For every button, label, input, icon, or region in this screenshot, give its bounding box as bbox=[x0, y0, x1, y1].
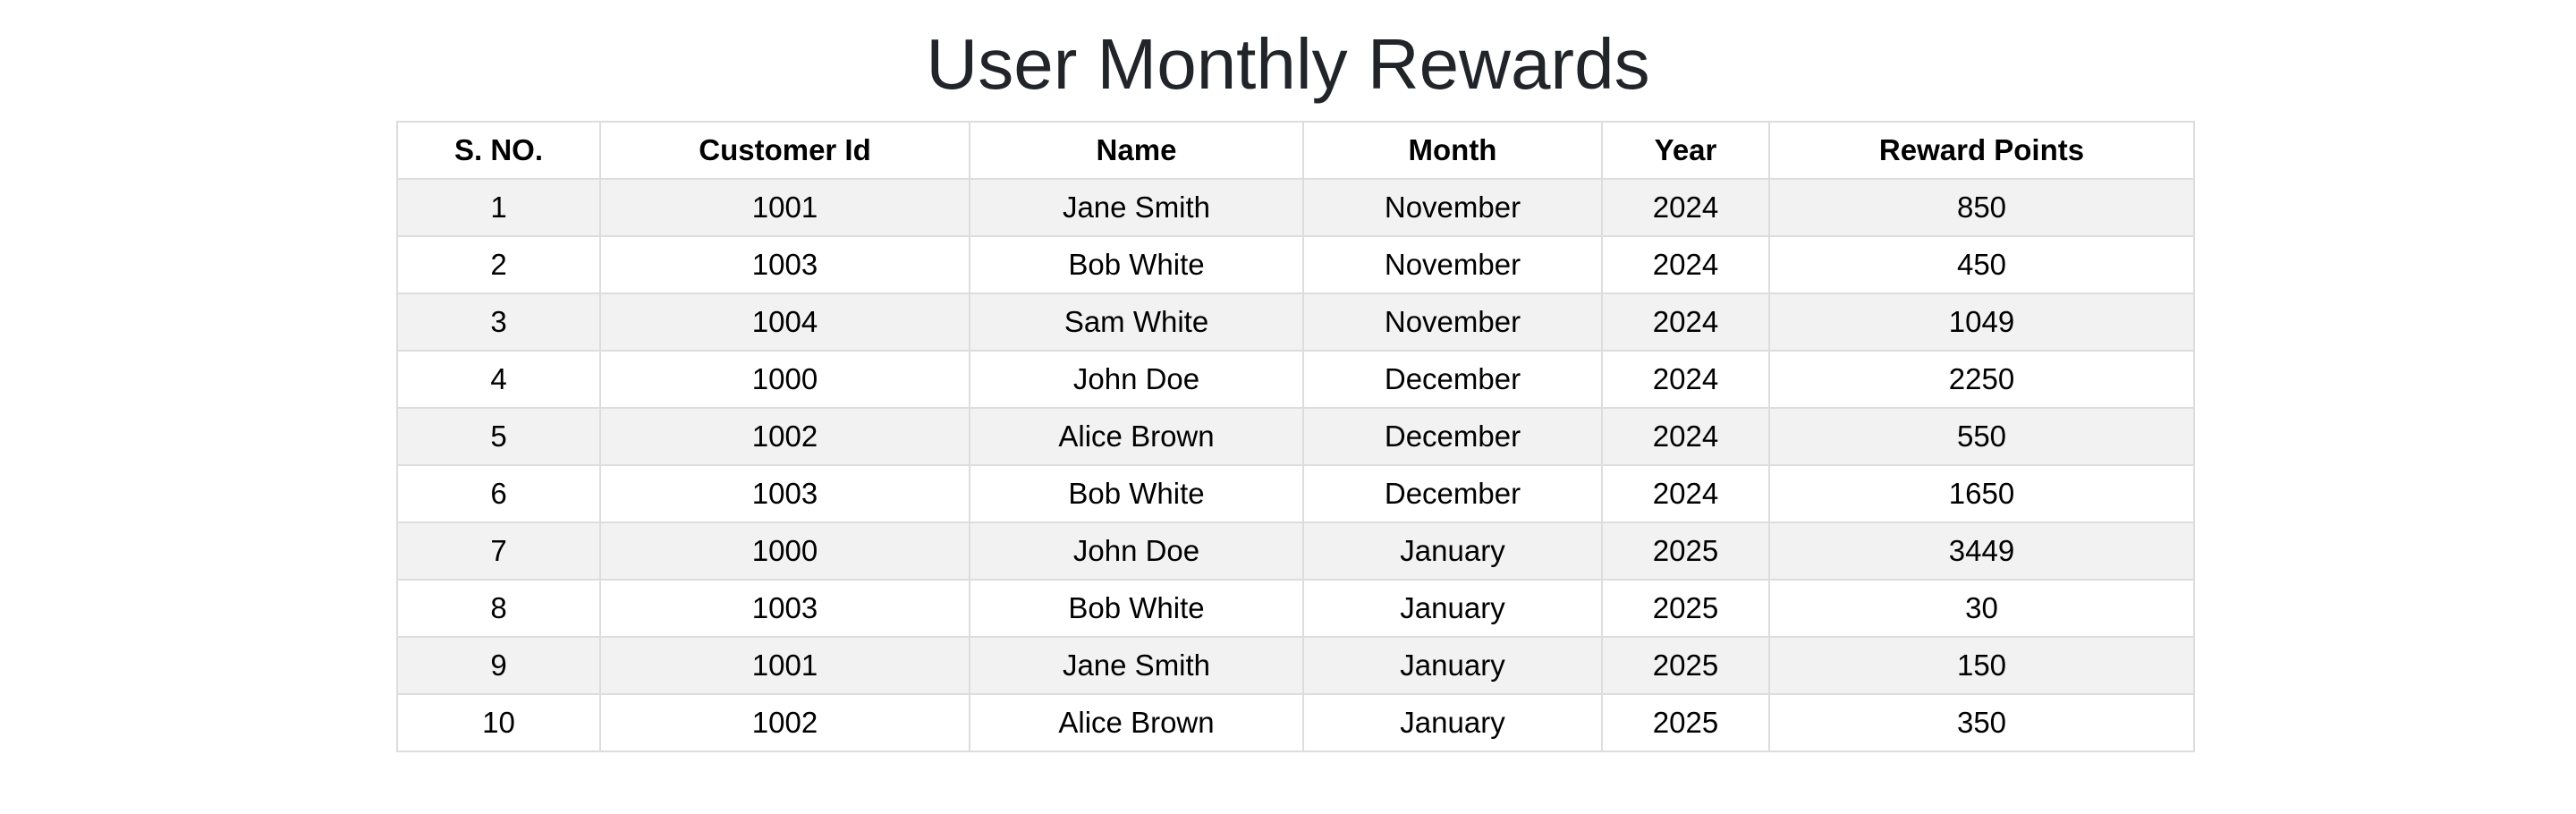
cell-reward-points: 3449 bbox=[1768, 521, 2195, 581]
cell-customer-id: 1002 bbox=[599, 407, 970, 466]
column-header-serial-no: S. NO. bbox=[396, 121, 601, 180]
cell-reward-points: 1049 bbox=[1768, 293, 2195, 352]
rewards-table: S. NO. Customer Id Name Month Year Rewar… bbox=[396, 121, 2195, 752]
cell-reward-points: 550 bbox=[1768, 407, 2195, 466]
cell-reward-points: 850 bbox=[1768, 178, 2195, 237]
cell-name: Bob White bbox=[969, 579, 1304, 638]
cell-reward-points: 350 bbox=[1768, 693, 2195, 752]
cell-serial-no: 1 bbox=[396, 178, 601, 237]
cell-name: Sam White bbox=[969, 293, 1304, 352]
table-row: 7 1000 John Doe January 2025 3449 bbox=[396, 521, 2195, 581]
cell-month: December bbox=[1302, 350, 1603, 409]
cell-customer-id: 1003 bbox=[599, 579, 970, 638]
column-header-name: Name bbox=[969, 121, 1304, 180]
cell-name: Alice Brown bbox=[969, 407, 1304, 466]
table-row: 2 1003 Bob White November 2024 450 bbox=[396, 235, 2195, 294]
cell-reward-points: 1650 bbox=[1768, 464, 2195, 523]
table-row: 4 1000 John Doe December 2024 2250 bbox=[396, 350, 2195, 409]
cell-month: November bbox=[1302, 178, 1603, 237]
cell-year: 2024 bbox=[1601, 293, 1770, 352]
cell-month: November bbox=[1302, 293, 1603, 352]
table-row: 5 1002 Alice Brown December 2024 550 bbox=[396, 407, 2195, 466]
cell-serial-no: 2 bbox=[396, 235, 601, 294]
column-header-month: Month bbox=[1302, 121, 1603, 180]
cell-name: Jane Smith bbox=[969, 178, 1304, 237]
cell-serial-no: 9 bbox=[396, 636, 601, 695]
cell-month: December bbox=[1302, 464, 1603, 523]
cell-serial-no: 8 bbox=[396, 579, 601, 638]
cell-year: 2024 bbox=[1601, 407, 1770, 466]
table-header: S. NO. Customer Id Name Month Year Rewar… bbox=[396, 121, 2195, 180]
table-body: 1 1001 Jane Smith November 2024 850 2 10… bbox=[396, 178, 2195, 752]
cell-reward-points: 30 bbox=[1768, 579, 2195, 638]
table-row: 9 1001 Jane Smith January 2025 150 bbox=[396, 636, 2195, 695]
cell-month: December bbox=[1302, 407, 1603, 466]
cell-year: 2025 bbox=[1601, 636, 1770, 695]
cell-customer-id: 1002 bbox=[599, 693, 970, 752]
cell-reward-points: 450 bbox=[1768, 235, 2195, 294]
cell-reward-points: 2250 bbox=[1768, 350, 2195, 409]
cell-serial-no: 5 bbox=[396, 407, 601, 466]
cell-customer-id: 1000 bbox=[599, 521, 970, 581]
cell-year: 2025 bbox=[1601, 693, 1770, 752]
cell-year: 2024 bbox=[1601, 464, 1770, 523]
column-header-customer-id: Customer Id bbox=[599, 121, 970, 180]
cell-year: 2025 bbox=[1601, 579, 1770, 638]
table-row: 10 1002 Alice Brown January 2025 350 bbox=[396, 693, 2195, 752]
cell-year: 2024 bbox=[1601, 178, 1770, 237]
table-row: 8 1003 Bob White January 2025 30 bbox=[396, 579, 2195, 638]
header-row: S. NO. Customer Id Name Month Year Rewar… bbox=[396, 121, 2195, 180]
column-header-year: Year bbox=[1601, 121, 1770, 180]
cell-serial-no: 4 bbox=[396, 350, 601, 409]
cell-customer-id: 1001 bbox=[599, 636, 970, 695]
cell-month: January bbox=[1302, 579, 1603, 638]
cell-serial-no: 10 bbox=[396, 693, 601, 752]
cell-name: Alice Brown bbox=[969, 693, 1304, 752]
cell-month: November bbox=[1302, 235, 1603, 294]
cell-month: January bbox=[1302, 693, 1603, 752]
cell-name: Bob White bbox=[969, 235, 1304, 294]
page-title: User Monthly Rewards bbox=[926, 24, 1650, 104]
cell-customer-id: 1001 bbox=[599, 178, 970, 237]
cell-year: 2024 bbox=[1601, 235, 1770, 294]
cell-serial-no: 6 bbox=[396, 464, 601, 523]
cell-customer-id: 1003 bbox=[599, 235, 970, 294]
cell-serial-no: 3 bbox=[396, 293, 601, 352]
table-row: 1 1001 Jane Smith November 2024 850 bbox=[396, 178, 2195, 237]
cell-name: Jane Smith bbox=[969, 636, 1304, 695]
column-header-reward-points: Reward Points bbox=[1768, 121, 2195, 180]
table-row: 3 1004 Sam White November 2024 1049 bbox=[396, 293, 2195, 352]
cell-month: January bbox=[1302, 636, 1603, 695]
cell-name: John Doe bbox=[969, 350, 1304, 409]
cell-reward-points: 150 bbox=[1768, 636, 2195, 695]
cell-year: 2025 bbox=[1601, 521, 1770, 581]
cell-month: January bbox=[1302, 521, 1603, 581]
cell-serial-no: 7 bbox=[396, 521, 601, 581]
cell-customer-id: 1004 bbox=[599, 293, 970, 352]
cell-customer-id: 1000 bbox=[599, 350, 970, 409]
cell-customer-id: 1003 bbox=[599, 464, 970, 523]
cell-name: John Doe bbox=[969, 521, 1304, 581]
table-row: 6 1003 Bob White December 2024 1650 bbox=[396, 464, 2195, 523]
cell-name: Bob White bbox=[969, 464, 1304, 523]
cell-year: 2024 bbox=[1601, 350, 1770, 409]
